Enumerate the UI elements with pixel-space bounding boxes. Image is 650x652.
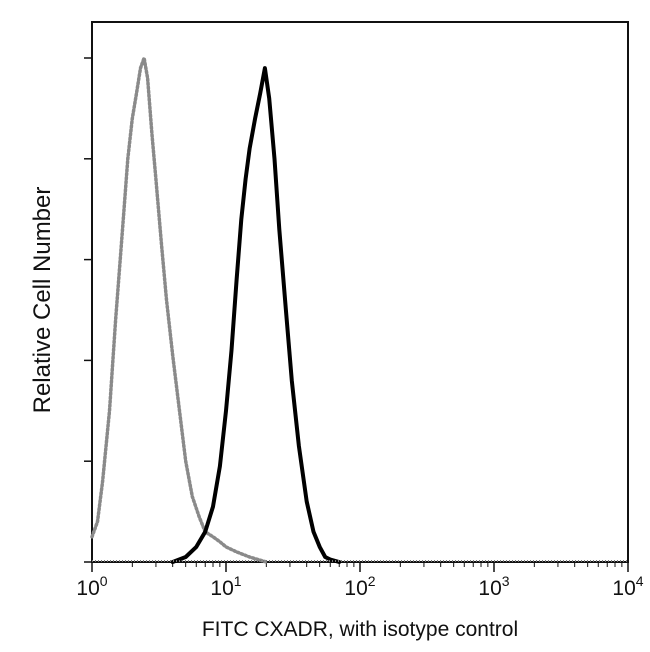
series-line-0 (90, 56, 269, 564)
series-line-1 (170, 66, 342, 564)
x-axis-tick-labels: 100 101 102 103 104 (76, 573, 643, 600)
series-layer (90, 56, 628, 564)
y-axis-ticks (84, 57, 92, 563)
x-tick-label-1: 101 (210, 573, 241, 600)
x-tick-label-3: 103 (478, 573, 509, 600)
x-tick-label-2: 102 (344, 573, 375, 600)
x-axis-ticks (91, 562, 629, 572)
x-axis-label: FITC CXADR, with isotype control (202, 618, 518, 641)
plot-frame (91, 21, 629, 563)
x-tick-label-0: 100 (76, 573, 107, 600)
x-tick-label-4: 104 (612, 573, 643, 600)
y-axis-label: Relative Cell Number (29, 187, 56, 414)
